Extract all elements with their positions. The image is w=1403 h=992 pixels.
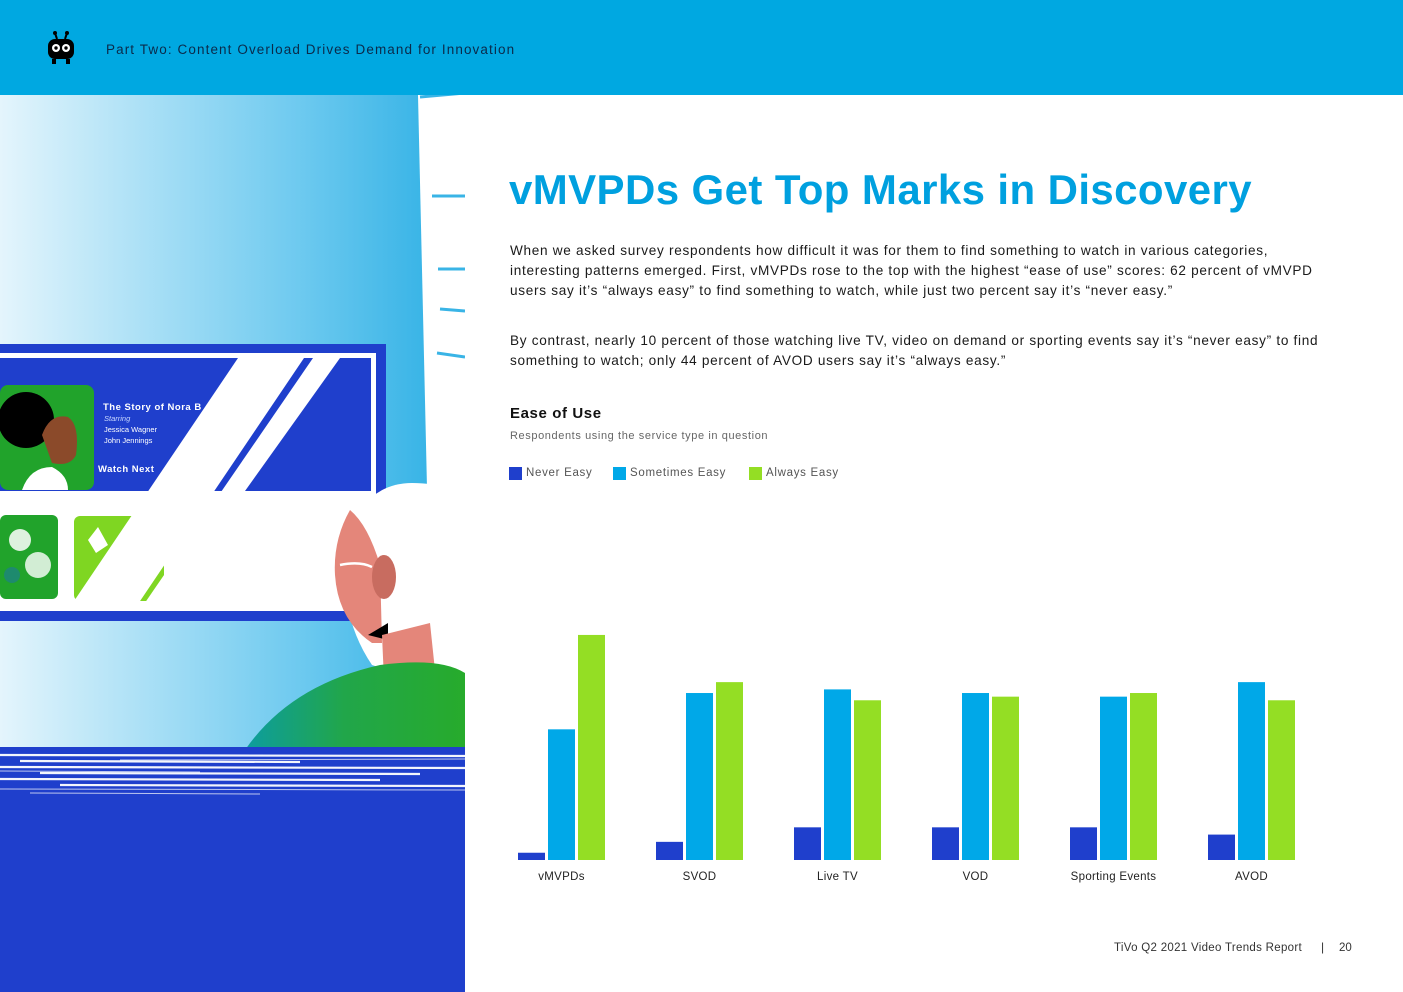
bar-svod-sometimes-easy xyxy=(686,693,713,860)
x-tick-label-svod: SVOD xyxy=(683,871,717,883)
card-cast-1: Jessica Wagner xyxy=(104,425,158,434)
legend-item-always-easy: Always Easy xyxy=(749,465,839,481)
bar-live-tv-never-easy xyxy=(794,827,821,860)
bar-avod-never-easy xyxy=(1208,834,1235,860)
bar-vod-always-easy xyxy=(992,696,1019,860)
card-title: The Story of Nora B xyxy=(103,402,202,413)
bar-vmvpds-never-easy xyxy=(518,852,545,860)
chart-title: Ease of Use xyxy=(510,405,602,422)
section-title: Part Two: Content Overload Drives Demand… xyxy=(106,42,516,57)
x-tick-label-vmvpds: vMVPDs xyxy=(538,871,585,883)
tivo-robot-logo-icon xyxy=(48,31,74,64)
page-heading: vMVPDs Get Top Marks in Discovery xyxy=(509,166,1252,213)
bar-vod-sometimes-easy xyxy=(962,693,989,860)
bar-avod-sometimes-easy xyxy=(1238,682,1265,860)
legend-item-sometimes-easy: Sometimes Easy xyxy=(613,465,726,481)
bar-avod-always-easy xyxy=(1268,700,1295,860)
bar-live-tv-always-easy xyxy=(854,700,881,860)
legend-swatch-sometimes-easy xyxy=(613,466,626,480)
watch-next-label: Watch Next xyxy=(98,464,155,475)
card-cast-2: John Jennings xyxy=(104,436,153,445)
bar-vmvpds-sometimes-easy xyxy=(548,729,575,860)
footer-report-name: TiVo Q2 2021 Video Trends Report xyxy=(1114,942,1302,954)
bar-sporting-events-never-easy xyxy=(1070,827,1097,860)
bar-vmvpds-always-easy xyxy=(578,634,605,860)
footer-separator: | xyxy=(1321,940,1325,954)
bar-svod-always-easy xyxy=(716,682,743,860)
legend-label-sometimes-easy: Sometimes Easy xyxy=(630,467,727,479)
legend-item-never-easy: Never Easy xyxy=(509,465,592,481)
x-tick-label-vod: VOD xyxy=(963,871,989,883)
intro-paragraph: When we asked survey respondents how dif… xyxy=(510,243,1313,298)
page-header: Part Two: Content Overload Drives Demand… xyxy=(0,0,1403,95)
bar-sporting-events-sometimes-easy xyxy=(1100,696,1127,860)
bar-svod-never-easy xyxy=(656,841,683,860)
hero-illustration: The Story of Nora B Starring Jessica Wag… xyxy=(0,95,465,992)
card-starring-label: Starring xyxy=(104,414,131,423)
legend-swatch-always-easy xyxy=(749,466,762,480)
bar-vod-never-easy xyxy=(932,827,959,860)
x-tick-label-sporting-events: Sporting Events xyxy=(1071,871,1157,883)
bar-live-tv-sometimes-easy xyxy=(824,689,851,860)
chart-subtitle: Respondents using the service type in qu… xyxy=(510,430,769,442)
x-tick-label-avod: AVOD xyxy=(1235,871,1268,883)
legend-label-always-easy: Always Easy xyxy=(766,467,839,479)
x-tick-label-live-tv: Live TV xyxy=(817,871,858,883)
contrast-paragraph: By contrast, nearly 10 percent of those … xyxy=(510,333,1319,368)
legend-swatch-never-easy xyxy=(509,466,522,480)
bar-sporting-events-always-easy xyxy=(1130,693,1157,860)
page-number: 20 xyxy=(1339,942,1352,954)
ease-of-use-chart: vMVPDs SVOD Live TV VOD Sporting Events AVOD xyxy=(518,634,1295,883)
legend-label-never-easy: Never Easy xyxy=(526,467,593,479)
